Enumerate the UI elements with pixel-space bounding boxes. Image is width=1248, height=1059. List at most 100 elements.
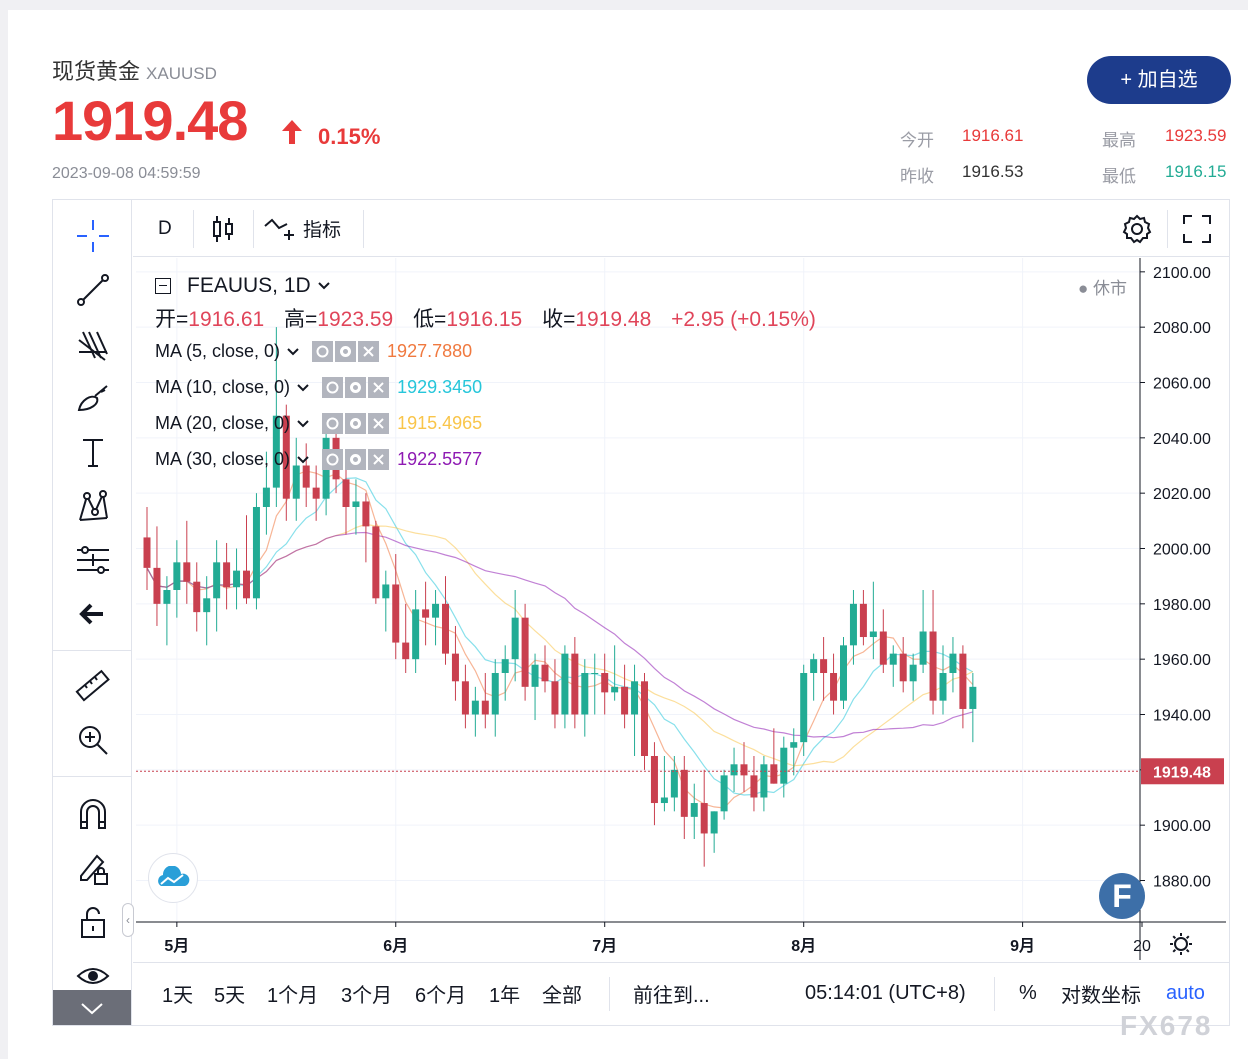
f-logo-icon: F [1099, 873, 1145, 919]
legend-close: 1919.48 [575, 308, 652, 331]
candle-body [660, 797, 668, 804]
ruler-icon[interactable] [71, 664, 115, 708]
up-arrow-icon [282, 120, 302, 144]
y-tick-label: 2020.00 [1153, 486, 1211, 503]
ma-legend-row[interactable]: MA (30, close, 0) 1922.5577 [155, 449, 483, 470]
candle-body [432, 603, 440, 618]
y-tick-label: 1900.00 [1153, 818, 1211, 835]
candle-body [879, 631, 887, 665]
candle-body [720, 775, 728, 812]
text-tool-icon[interactable] [71, 430, 115, 474]
goto-date-button[interactable]: 前往到... [633, 984, 710, 1007]
chevron-down-icon [81, 1002, 103, 1014]
eye-icon[interactable] [322, 377, 344, 398]
gear-icon[interactable] [345, 413, 367, 434]
fullscreen-icon[interactable] [1182, 200, 1212, 257]
candle-body [740, 764, 748, 776]
pitchfork-icon[interactable] [71, 322, 115, 366]
cloud-logo-icon[interactable] [148, 853, 198, 903]
candle-body [153, 567, 161, 604]
interval-button[interactable]: D [158, 217, 172, 239]
eye-icon[interactable] [71, 954, 115, 998]
candle-body [700, 803, 708, 834]
candles-icon [213, 215, 233, 242]
candle-body [481, 700, 489, 715]
candle-body [461, 681, 469, 715]
low-label: 最低 [1102, 167, 1136, 186]
last-price: 1919.48 [52, 89, 248, 152]
gear-icon[interactable] [345, 377, 367, 398]
ma-legend-row[interactable]: MA (20, close, 0) 1915.4965 [155, 413, 483, 434]
candle-body [760, 764, 768, 798]
toolbar-expand-button[interactable] [53, 990, 131, 1025]
x-tick-label: 8月 [791, 937, 816, 955]
brush-icon[interactable] [71, 376, 115, 420]
close-icon[interactable] [358, 341, 380, 362]
percent-scale-toggle[interactable]: % [1019, 981, 1037, 1004]
candle-body [282, 415, 290, 499]
range-1y[interactable]: 1年 [489, 984, 521, 1007]
candle-body [939, 673, 947, 701]
add-to-watchlist-button[interactable]: + 加自选 [1087, 56, 1231, 104]
magnet-icon[interactable] [71, 792, 115, 836]
eye-icon[interactable] [312, 341, 334, 362]
trend-line-icon[interactable] [71, 268, 115, 312]
open-value: 1916.61 [962, 126, 1024, 145]
crosshair-icon[interactable] [71, 214, 115, 258]
candle-body [223, 562, 231, 588]
legend-title[interactable]: FEAUUS, 1D [155, 274, 331, 298]
candle-body [422, 609, 430, 618]
candle-body [541, 664, 549, 682]
close-icon[interactable] [368, 413, 390, 434]
close-icon[interactable] [368, 377, 390, 398]
forecast-icon[interactable] [71, 538, 115, 582]
candle-body [382, 584, 390, 599]
unlock-icon[interactable] [71, 900, 115, 944]
candle-body [471, 700, 479, 715]
prev-close-label: 昨收 [900, 167, 934, 186]
high-label: 最高 [1102, 131, 1136, 150]
indicators-button[interactable]: 指标 [263, 200, 341, 257]
collapse-toolbar-handle[interactable]: ‹ [122, 903, 134, 937]
eye-icon[interactable] [322, 449, 344, 470]
candle-body [810, 659, 818, 673]
watermark: FX678 [1120, 1010, 1213, 1041]
gear-icon[interactable] [345, 449, 367, 470]
candle-body [272, 415, 280, 488]
range-1d[interactable]: 1天 [162, 984, 194, 1007]
candle-style-button[interactable] [211, 200, 235, 257]
range-5d[interactable]: 5天 [214, 984, 246, 1007]
eye-icon[interactable] [322, 413, 344, 434]
candle-body [750, 775, 758, 798]
chart-frame [52, 199, 1230, 1026]
collapse-box-icon[interactable] [155, 278, 171, 294]
chevron-down-icon [297, 383, 309, 391]
pattern-icon[interactable] [71, 484, 115, 528]
candle-body [551, 681, 559, 715]
settings-gear-icon[interactable] [1121, 200, 1153, 257]
range-all[interactable]: 全部 [542, 984, 582, 1007]
y-tick-label: 2000.00 [1153, 542, 1211, 559]
ma-line-5 [146, 470, 974, 809]
zoom-in-icon[interactable] [71, 718, 115, 762]
instrument-symbol: XAUUSD [146, 64, 217, 83]
close-icon[interactable] [368, 449, 390, 470]
candle-body [790, 742, 798, 748]
ma-legend-row[interactable]: MA (5, close, 0) 1927.7880 [155, 341, 473, 362]
candle-body [710, 811, 718, 834]
auto-scale-toggle[interactable]: auto [1166, 981, 1205, 1004]
ma-legend-row[interactable]: MA (10, close, 0) 1929.3450 [155, 377, 483, 398]
back-arrow-icon[interactable] [71, 592, 115, 636]
candle-body [830, 673, 838, 701]
lock-drawing-icon[interactable] [71, 846, 115, 890]
gear-icon[interactable] [335, 341, 357, 362]
y-tick-label: 2080.00 [1153, 320, 1211, 337]
range-6m[interactable]: 6个月 [415, 984, 467, 1007]
log-scale-toggle[interactable]: 对数坐标 [1061, 984, 1141, 1007]
candle-body [690, 803, 698, 817]
candle-body [670, 769, 678, 798]
range-1m[interactable]: 1个月 [267, 984, 319, 1007]
range-3m[interactable]: 3个月 [341, 984, 393, 1007]
clock-display: 05:14:01 (UTC+8) [805, 981, 966, 1004]
